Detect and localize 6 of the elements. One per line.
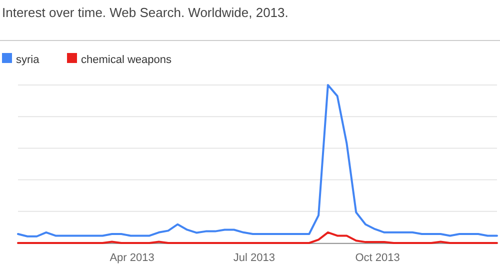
legend-label: chemical weapons	[81, 54, 172, 66]
legend-label: syria	[16, 54, 40, 66]
x-tick-label: Oct 2013	[355, 252, 400, 264]
chart-title: Interest over time. Web Search. Worldwide, 2013.	[2, 5, 288, 20]
x-tick-label: Apr 2013	[110, 252, 154, 264]
x-tick-label: Jul 2013	[233, 252, 275, 264]
